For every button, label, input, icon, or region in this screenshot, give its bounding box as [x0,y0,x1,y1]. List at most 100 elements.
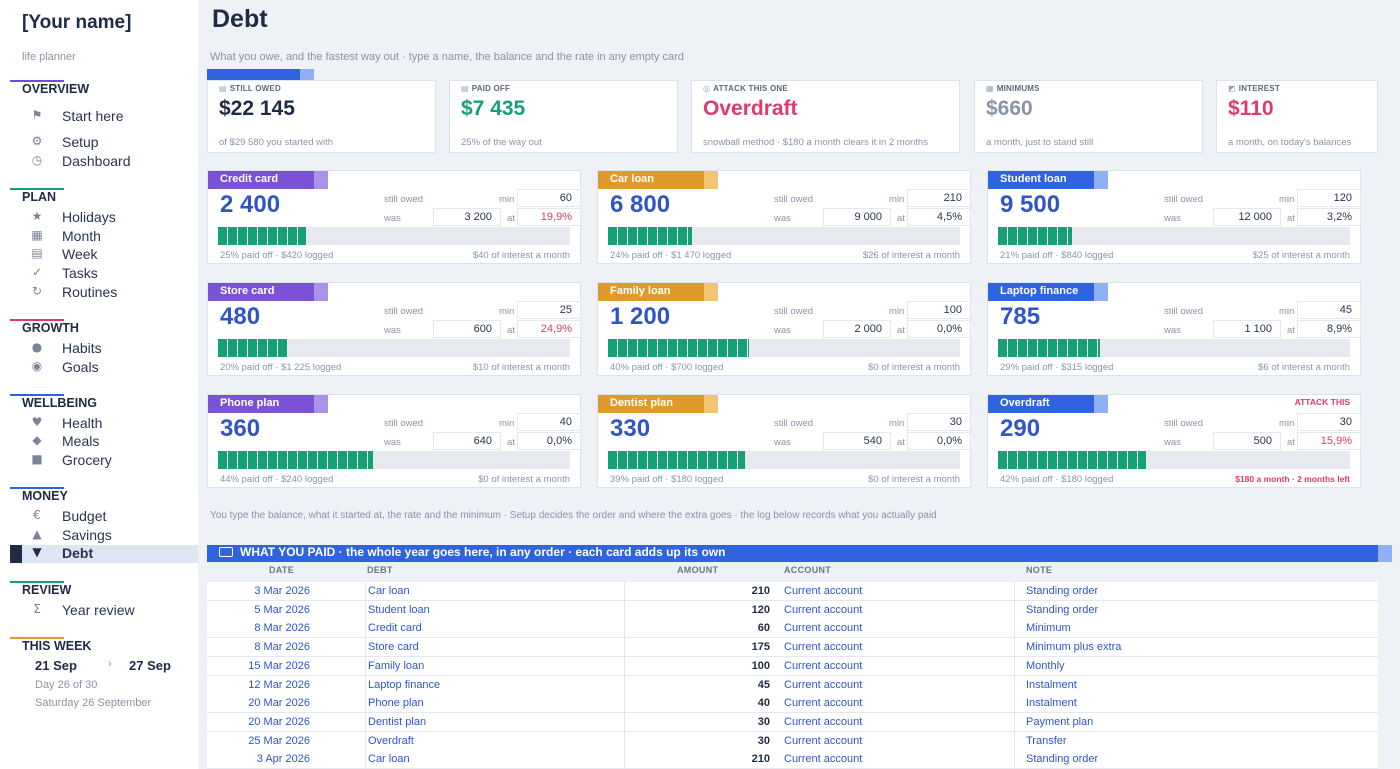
app-tagline: life planner [22,51,76,63]
card-name: Overdraft [988,395,1108,413]
still-owed-label: still owed [774,194,814,205]
debt-card[interactable]: Credit card 2 400 still owed was min at 60 3 20… [207,170,581,264]
was-field[interactable]: 500 [1213,432,1281,450]
table-row[interactable]: 8 Mar 2026 Store card 175 Current account Mi… [207,638,1378,658]
week-date: Saturday 26 September [35,697,152,709]
min-field[interactable]: 60 [517,189,581,207]
min-field[interactable]: 120 [1297,189,1361,207]
nav-savings[interactable]: ▲ Savings [10,527,198,545]
debt-card[interactable]: Store card 480 still owed was min at 25 600 24,9… [207,282,581,376]
payment-log-title: WHAT YOU PAID · the whole year goes here… [240,545,726,559]
debt-card[interactable]: Student loan 9 500 still owed was min at 120 12… [987,170,1361,264]
calendar-icon: ▦ [986,84,994,93]
nav-label: Week [62,246,98,262]
row-debt: Car loan [368,753,410,766]
was-label: was [1164,437,1181,448]
was-field[interactable]: 600 [433,320,501,338]
nav-holidays[interactable]: ★ Holidays [10,209,198,227]
nav-tasks[interactable]: ✓ Tasks [10,265,198,283]
cell-divider [365,619,366,639]
table-row[interactable]: 12 Mar 2026 Laptop finance 45 Current accou… [207,675,1378,695]
nav-dashboard[interactable]: ◷ Dashboard [10,153,198,171]
min-field[interactable]: 100 [907,301,971,319]
app-name[interactable]: [Your name] [22,12,132,33]
min-field[interactable]: 40 [517,413,581,431]
was-field[interactable]: 2 000 [823,320,891,338]
rate-field[interactable]: 3,2% [1297,208,1361,226]
min-label: min [1279,418,1295,429]
table-row[interactable]: 3 Apr 2026 Car loan 210 Current account Stan… [207,750,1378,769]
table-row[interactable]: 3 Mar 2026 Car loan 210 Current account Stan… [207,582,1378,601]
table-row[interactable]: 15 Mar 2026 Family loan 100 Current account… [207,656,1378,676]
table-row[interactable]: 20 Mar 2026 Dentist plan 30 Current account… [207,712,1378,732]
nav-goals[interactable]: ◉ Goals [10,359,198,377]
nav-routines[interactable]: ↻ Routines [10,284,198,302]
min-field[interactable]: 210 [907,189,971,207]
debt-card[interactable]: Overdraft ATTACK THIS 290 still owed was min a… [987,394,1361,488]
nav-health[interactable]: ♥ Health [10,415,198,433]
chevron-right-icon: › [108,658,112,670]
stat-note: of $29 580 you started with [219,137,334,148]
debt-card[interactable]: Phone plan 360 still owed was min at 40 640 0,0%… [207,394,581,488]
stat-value: $660 [986,97,1033,120]
nav-grocery[interactable]: ■ Grocery [10,452,198,470]
table-row[interactable]: 25 Mar 2026 Overdraft 30 Current account Tra… [207,731,1378,751]
progress-fill [998,339,1101,357]
section-accent [10,394,64,396]
nav-setup[interactable]: ⚙ Setup [10,134,198,152]
row-amount: 100 [751,659,770,672]
rate-field[interactable]: 4,5% [907,208,971,226]
table-row[interactable]: 5 Mar 2026 Student loan 120 Current account… [207,600,1378,620]
nav-week[interactable]: ▤ Week [10,246,198,264]
stat-label: ▦ MINIMUMS [986,84,1040,93]
rate-field[interactable]: 8,9% [1297,320,1361,338]
nav-habits[interactable]: ● Habits [10,340,198,358]
debt-card[interactable]: Family loan 1 200 still owed was min at 100 2 0… [597,282,971,376]
rate-field[interactable]: 0,0% [907,432,971,450]
debt-card[interactable]: Car loan 6 800 still owed was min at 210 9 000 4… [597,170,971,264]
row-debt: Credit card [368,622,422,635]
was-field[interactable]: 540 [823,432,891,450]
min-label: min [889,306,905,317]
min-field[interactable]: 25 [517,301,581,319]
card-name-text: Credit card [220,173,279,185]
payment-log-header: WHAT YOU PAID · the whole year goes here… [207,545,1392,562]
row-debt: Store card [368,641,419,654]
was-field[interactable]: 12 000 [1213,208,1281,226]
was-field[interactable]: 640 [433,432,501,450]
progress-fill [608,227,693,245]
nav-label: Year review [62,602,135,618]
nav-debt[interactable]: ▼ Debt [10,545,198,563]
min-field[interactable]: 30 [1297,413,1361,431]
nav-meals[interactable]: ◆ Meals [10,433,198,451]
cell-divider [1014,675,1015,695]
row-note: Minimum plus extra [1026,641,1122,654]
row-note: Standing order [1026,603,1099,616]
nav-month[interactable]: ▦ Month [10,228,198,246]
debt-card[interactable]: Dentist plan 330 still owed was min at 30 540 0,… [597,394,971,488]
min-label: min [889,418,905,429]
was-field[interactable]: 1 100 [1213,320,1281,338]
at-label: at [897,213,905,224]
section-title: GROWTH [22,321,79,335]
was-field[interactable]: 9 000 [823,208,891,226]
min-field[interactable]: 45 [1297,301,1361,319]
rate-field[interactable]: 19,9% [517,208,581,226]
min-field[interactable]: 30 [907,413,971,431]
table-row[interactable]: 8 Mar 2026 Credit card 60 Current account Mi… [207,619,1378,639]
was-field[interactable]: 3 200 [433,208,501,226]
rate-field[interactable]: 24,9% [517,320,581,338]
debt-card[interactable]: Laptop finance 785 still owed was min at 45 1 1… [987,282,1361,376]
card-balance: 9 500 [1000,191,1061,218]
rate-field[interactable]: 0,0% [517,432,581,450]
stat-tile: ◩ INTEREST $110 a month, on today's balance… [1216,80,1378,153]
rate-field[interactable]: 0,0% [907,320,971,338]
nav-start-here[interactable]: ⚑ Start here [10,108,198,126]
nav-year-review[interactable]: Σ Year review [10,602,198,620]
stat-value: $22 145 [219,97,295,120]
row-date: 25 Mar 2026 [248,734,310,747]
rate-field[interactable]: 15,9% [1297,432,1361,450]
table-row[interactable]: 20 Mar 2026 Phone plan 40 Current account In… [207,694,1378,714]
nav-budget[interactable]: € Budget [10,508,198,526]
attack-badge: ATTACK THIS [1294,397,1350,407]
